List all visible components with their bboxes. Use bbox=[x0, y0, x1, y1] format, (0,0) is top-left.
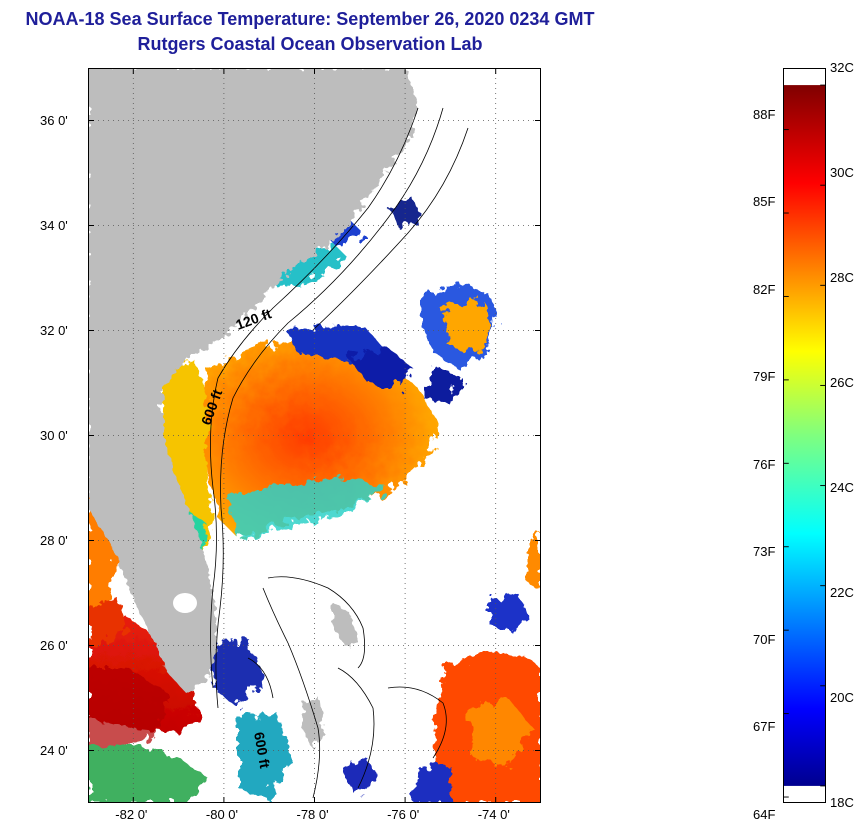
lon-tick-label: -76 0' bbox=[387, 807, 420, 822]
colorbar-fahrenheit-label: 70F bbox=[753, 631, 776, 647]
us-southeast-land bbox=[88, 68, 418, 693]
colorbar-fahrenheit-label: 88F bbox=[753, 106, 776, 122]
lake-okeechobee bbox=[173, 593, 197, 613]
colorbar-fahrenheit-label: 85F bbox=[753, 194, 776, 210]
temperature-colorbar bbox=[783, 68, 826, 803]
colorbar-celsius-label: 18C bbox=[830, 795, 854, 810]
lon-tick-label: -82 0' bbox=[115, 807, 148, 822]
sst-map: 120 ft 600 ft 600 ft bbox=[88, 68, 541, 803]
colorbar-gradient bbox=[784, 85, 825, 786]
bahamas-island-2 bbox=[332, 603, 358, 646]
lat-tick-label: 32 0' bbox=[40, 322, 68, 338]
lat-tick-label: 24 0' bbox=[40, 742, 68, 758]
lat-tick-label: 36 0' bbox=[40, 112, 68, 128]
colorbar-fahrenheit-label: 64F bbox=[753, 806, 776, 822]
colorbar-fahrenheit-label: 73F bbox=[753, 544, 776, 560]
colorbar-celsius-label: 26C bbox=[830, 375, 854, 390]
lon-tick-label: -74 0' bbox=[477, 807, 510, 822]
lat-tick-label: 28 0' bbox=[40, 532, 68, 548]
bahamas-island bbox=[302, 698, 324, 748]
colorbar-celsius-label: 20C bbox=[830, 690, 854, 705]
colorbar-celsius-label: 32C bbox=[830, 60, 854, 75]
bathymetry-contours bbox=[210, 107, 469, 799]
colorbar-fahrenheit-label: 82F bbox=[753, 281, 776, 297]
colorbar-fahrenheit-label: 76F bbox=[753, 456, 776, 472]
lat-tick-label: 34 0' bbox=[40, 217, 68, 233]
map-title: NOAA-18 Sea Surface Temperature: Septemb… bbox=[25, 9, 595, 29]
map-subtitle: Rutgers Coastal Ocean Observation Lab bbox=[137, 34, 483, 54]
sst-data-layer bbox=[88, 198, 541, 803]
lat-tick-label: 30 0' bbox=[40, 427, 68, 443]
contour-label-600ft-south: 600 ft bbox=[251, 731, 273, 770]
colorbar-fahrenheit-label: 79F bbox=[753, 369, 776, 385]
colorbar-celsius-label: 28C bbox=[830, 270, 854, 285]
map-tick-marks bbox=[88, 68, 541, 803]
colorbar-fahrenheit-label: 67F bbox=[753, 719, 776, 735]
lat-tick-label: 26 0' bbox=[40, 637, 68, 653]
lon-tick-label: -78 0' bbox=[296, 807, 329, 822]
land-layer bbox=[88, 68, 418, 748]
lon-tick-label: -80 0' bbox=[205, 807, 239, 822]
colorbar-celsius-label: 30C bbox=[830, 165, 854, 180]
graticule bbox=[88, 68, 541, 803]
colorbar-celsius-label: 24C bbox=[830, 480, 854, 495]
colorbar-celsius-label: 22C bbox=[830, 585, 854, 600]
